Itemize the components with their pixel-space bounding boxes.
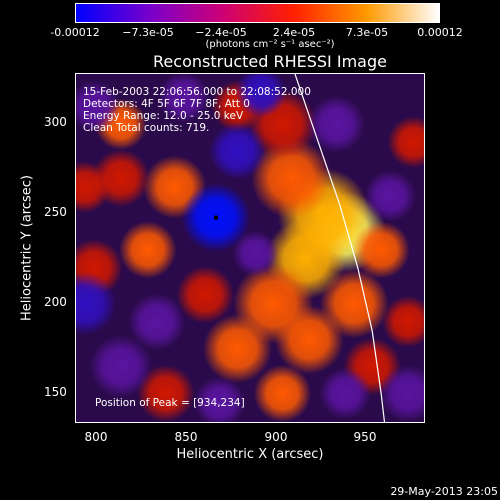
emission-blob [137, 364, 195, 422]
negative-blob [128, 292, 186, 351]
x-tick-label: 800 [84, 430, 108, 444]
negative-blob [76, 272, 117, 336]
emission-blob [253, 364, 312, 422]
negative-blob [319, 367, 372, 420]
negative-blob [307, 95, 365, 153]
emission-blob [251, 137, 332, 219]
colorbar-tick: −2.4e-05 [195, 26, 247, 39]
solar-limb [294, 74, 386, 422]
negative-blob [364, 170, 416, 222]
colorbar-tick: 7.3e-05 [345, 26, 389, 39]
colorbar-tick: −7.3e-05 [122, 26, 174, 39]
colorbar-unit: (photons cm⁻² s⁻¹ asec⁻²) [205, 39, 335, 50]
timestamp: 29-May-2013 23:05 [390, 485, 498, 498]
colorbar-tick: 2.4e-05 [272, 26, 316, 39]
negative-blob [89, 334, 153, 399]
info-clean-counts: Clean Total counts: 719. [83, 122, 210, 134]
colorbar [75, 3, 440, 23]
negative-blob [76, 80, 120, 133]
emission-blob [382, 295, 424, 348]
emission-blob [352, 221, 410, 279]
emission-blob [203, 314, 272, 384]
y-tick-label: 300 [44, 115, 67, 129]
y-tick-label: 250 [44, 205, 67, 219]
minimum-dot [214, 215, 218, 220]
peak-position-text: Position of Peak = [934,234] [95, 397, 245, 409]
negative-blob [208, 122, 267, 180]
minimum-marker [214, 215, 218, 220]
heatmap-image [76, 74, 424, 422]
y-axis-label: Heliocentric Y (arcsec) [19, 175, 35, 321]
negative-blob [157, 74, 210, 124]
emission-blob [319, 269, 389, 339]
chart-title: Reconstructed RHESSI Image [153, 52, 387, 71]
colorbar-tick: 0.00012 [417, 26, 463, 39]
info-detectors: Detectors: 4F 5F 6F 7F 8F, Att 0 [83, 98, 250, 110]
x-tick-label: 850 [174, 430, 198, 444]
emission-blob [119, 221, 177, 279]
y-tick-label: 200 [44, 295, 67, 309]
negative-blob [379, 364, 424, 422]
x-tick-label: 950 [353, 430, 377, 444]
x-axis-label: Heliocentric X (arcsec) [176, 447, 324, 462]
negative-blob [232, 230, 279, 277]
colorbar-tick: -0.00012 [50, 26, 100, 39]
info-time-range: 15-Feb-2003 22:06:56.000 to 22:08:52.000 [83, 86, 311, 98]
x-tick-label: 900 [264, 430, 288, 444]
y-tick-label: 150 [44, 385, 67, 399]
emission-blob [176, 266, 234, 324]
info-energy-range: Energy Range: 12.0 - 25.0 keV [83, 110, 244, 122]
negative-blob [193, 376, 246, 422]
emission-blob [76, 161, 111, 213]
emission-blob [387, 116, 424, 169]
plot-area [75, 73, 425, 423]
negative-blob [235, 74, 287, 118]
